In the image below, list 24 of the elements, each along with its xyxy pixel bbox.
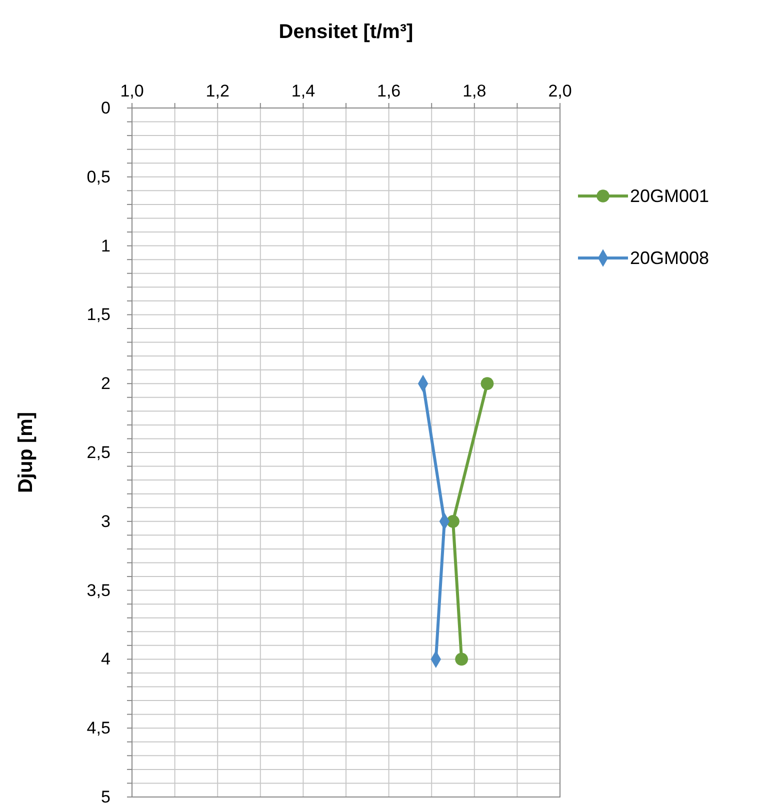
y-tick-label: 3: [100, 512, 110, 531]
y-tick-label: 1,5: [86, 305, 110, 324]
x-tick-label: 1,0: [120, 82, 144, 101]
point: [455, 652, 468, 666]
y-tick-label: 4: [100, 650, 110, 669]
y-tick-label: 1: [100, 236, 110, 256]
y-tick-label: 0,5: [86, 167, 110, 186]
x-tick-label: 1,2: [206, 82, 230, 101]
point: [480, 377, 494, 390]
legend-label: 20GM008: [630, 248, 710, 268]
y-tick-label: 2,5: [86, 442, 110, 462]
x-tick-label: 1,6: [376, 82, 401, 101]
y-axis-title: Djup [m]: [15, 412, 37, 494]
y-tick-label: 4,5: [86, 718, 110, 738]
legend-label: 20GM001: [630, 186, 710, 206]
y-tick-label: 0: [100, 98, 110, 118]
x-tick-label: 1,4: [291, 82, 316, 101]
point: [446, 514, 460, 528]
y-tick-label: 3,5: [86, 580, 110, 600]
x-axis-title: Densitet [t/m³]: [278, 21, 414, 43]
x-tick-label: 2,0: [548, 82, 572, 101]
y-tick-label: 2: [100, 374, 110, 394]
y-tick-label: 5: [100, 787, 110, 806]
x-tick-label: 1,8: [462, 82, 486, 101]
